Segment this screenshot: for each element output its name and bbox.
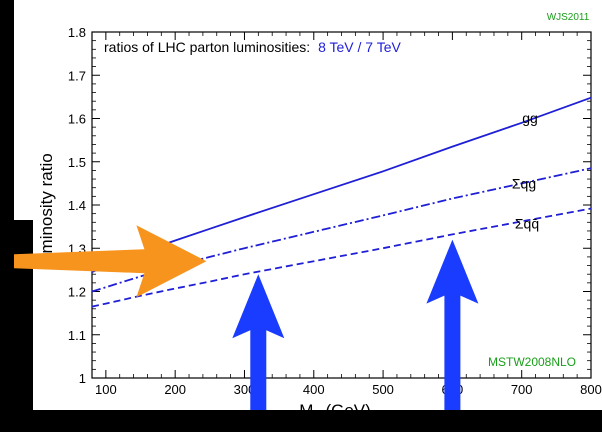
x-axis-label: MX (GeV) bbox=[299, 401, 371, 423]
y-tick-label: 1 bbox=[79, 371, 86, 386]
blue-arrow-2 bbox=[426, 239, 479, 410]
series-label-0: gg bbox=[522, 110, 538, 126]
blue-arrow-1 bbox=[232, 274, 285, 410]
title-main: ratios of LHC parton luminosities: bbox=[104, 39, 310, 55]
x-tick-label: 400 bbox=[303, 382, 325, 397]
y-tick-label: 1.4 bbox=[68, 198, 86, 213]
y-axis-label: luminosity ratio bbox=[37, 153, 56, 266]
left-black-block bbox=[0, 220, 33, 432]
x-tick-label: 500 bbox=[372, 382, 394, 397]
axes bbox=[91, 31, 592, 379]
y-tick-label: 1.8 bbox=[68, 25, 86, 40]
x-axis-label-sub: X bbox=[313, 411, 321, 423]
annotation-bottom-right: MSTW2008NLO bbox=[488, 355, 576, 369]
x-tick-label: 200 bbox=[164, 382, 186, 397]
y-tick-label: 1.1 bbox=[68, 328, 86, 343]
series-line-2 bbox=[91, 207, 592, 308]
title-highlight: 8 TeV / 7 TeV bbox=[318, 39, 401, 55]
annotation-top-right: WJS2011 bbox=[547, 12, 590, 23]
overlay-arrows bbox=[14, 225, 479, 410]
chart-title: ratios of LHC parton luminosities: 8 TeV… bbox=[104, 39, 402, 55]
chart-background bbox=[14, 0, 602, 410]
y-tick-label: 1.2 bbox=[68, 285, 86, 300]
orange-arrow bbox=[14, 225, 207, 298]
x-tick-label: 800 bbox=[580, 382, 602, 397]
x-tick-label: 100 bbox=[95, 382, 117, 397]
x-tick-label: 700 bbox=[511, 382, 533, 397]
y-tick-label: 1.7 bbox=[68, 68, 86, 83]
series-line-1 bbox=[91, 167, 592, 293]
series-label-1: Σqg bbox=[512, 176, 536, 192]
x-axis-label-main: M bbox=[299, 401, 313, 420]
y-tick-label: 1.5 bbox=[68, 155, 86, 170]
y-tick-label: 1.6 bbox=[68, 112, 86, 127]
x-axis-label-unit: (GeV) bbox=[321, 401, 371, 420]
x-tick-label: 300 bbox=[234, 382, 256, 397]
series-label-2: Σqq̄ bbox=[515, 215, 539, 231]
